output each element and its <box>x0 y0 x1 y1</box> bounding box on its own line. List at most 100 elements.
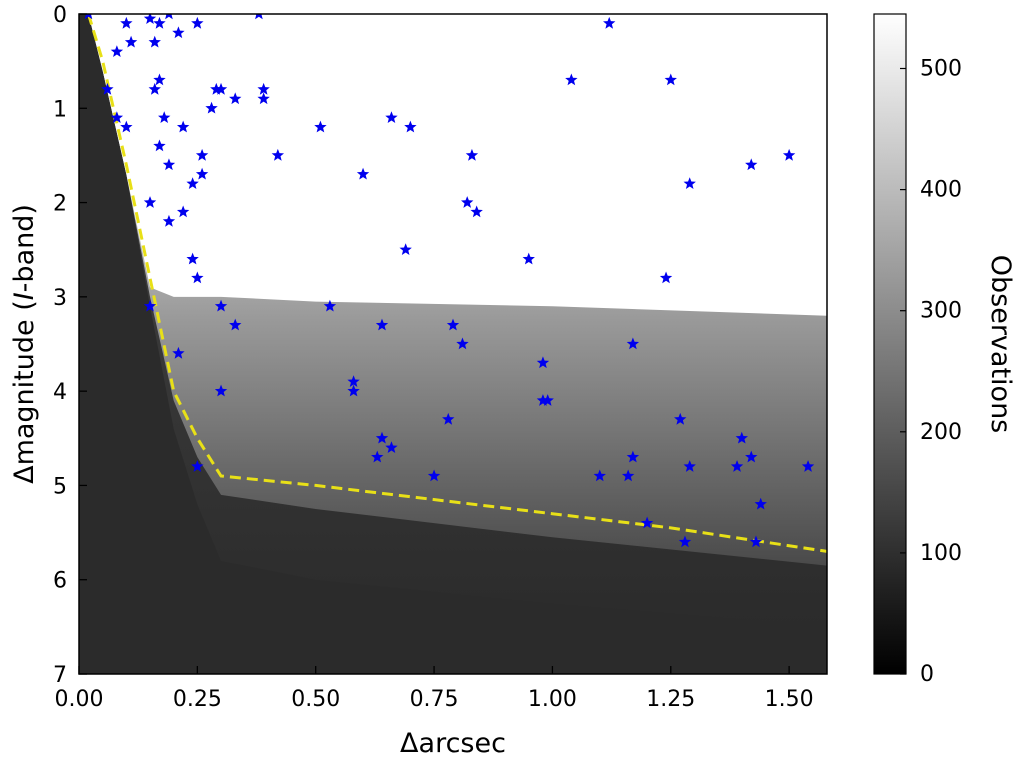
data-point <box>186 252 199 265</box>
data-point <box>162 214 176 227</box>
data-point <box>110 111 124 123</box>
colorbar-ticks: 0 100 200 300 400 500 <box>900 56 962 687</box>
y-tick-label: 5 <box>53 474 67 499</box>
x-tick-label: 0.00 <box>55 687 104 712</box>
data-point <box>176 205 190 218</box>
x-tick-label: 1.25 <box>646 687 695 712</box>
data-point <box>205 101 218 114</box>
data-point <box>683 460 696 472</box>
y-tick-label: 7 <box>53 663 67 688</box>
data-point <box>195 167 209 180</box>
data-point <box>522 252 535 265</box>
data-point <box>191 16 204 29</box>
data-point <box>186 177 199 189</box>
data-point <box>371 450 384 463</box>
y-tick-label: 6 <box>53 569 67 594</box>
data-point <box>257 92 270 105</box>
x-tick-label: 1.50 <box>765 687 814 712</box>
data-point <box>465 148 479 161</box>
colorbar-tick-label: 400 <box>920 178 962 203</box>
data-point <box>101 82 114 95</box>
data-point <box>375 318 389 331</box>
data-point <box>229 92 242 105</box>
colorbar: 0 100 200 300 400 500 Observations <box>873 13 1016 687</box>
y-axis-label: Δmagnitude (I-band) <box>9 204 40 484</box>
colorbar-tick-label: 100 <box>920 541 962 566</box>
data-point <box>172 346 185 359</box>
data-point <box>84 14 93 20</box>
data-point <box>735 431 748 444</box>
data-point <box>162 158 176 171</box>
data-point <box>314 120 327 133</box>
data-point <box>214 82 228 95</box>
data-point <box>541 394 554 406</box>
y-tick-label: 4 <box>53 380 67 405</box>
data-point <box>210 82 223 95</box>
data-point <box>110 45 124 57</box>
data-point <box>782 148 796 161</box>
data-point <box>214 299 228 312</box>
data-point <box>143 14 157 24</box>
data-point <box>536 356 550 369</box>
y-tick-label: 2 <box>53 192 67 217</box>
scatter-points <box>84 14 815 548</box>
data-point <box>745 450 758 463</box>
data-point <box>754 497 767 510</box>
data-point <box>153 16 166 29</box>
data-point <box>470 205 483 218</box>
data-point <box>730 460 744 472</box>
x-tick-label: 1.00 <box>528 687 577 712</box>
data-point <box>257 82 270 95</box>
y-tick-label: 1 <box>53 97 67 122</box>
data-point <box>158 111 171 123</box>
data-point <box>674 412 687 425</box>
data-point <box>143 196 157 208</box>
data-point <box>323 299 337 312</box>
colorbar-tick-label: 200 <box>920 420 962 445</box>
data-point <box>640 516 654 529</box>
colorbar-tick-label: 300 <box>920 299 962 324</box>
data-point <box>456 337 469 350</box>
data-point <box>148 82 161 95</box>
data-point <box>229 318 242 331</box>
data-point <box>664 73 677 86</box>
plot-area <box>79 14 827 674</box>
data-point <box>442 412 455 425</box>
data-point <box>153 139 166 152</box>
data-point <box>191 271 204 284</box>
data-point <box>536 394 550 406</box>
data-point <box>749 535 763 548</box>
data-point <box>678 535 692 548</box>
y-axis: 0 1 2 3 4 5 6 7 <box>53 3 87 688</box>
data-point <box>626 337 640 350</box>
colorbar-gradient <box>873 13 907 675</box>
data-point <box>621 469 635 482</box>
x-axis: 0.00 0.25 0.50 0.75 1.00 1.25 1.50 <box>55 666 814 712</box>
data-point <box>124 35 138 48</box>
data-point <box>427 469 441 482</box>
data-point <box>255 14 263 20</box>
y-tick-label: 0 <box>53 3 67 28</box>
x-tick-label: 0.25 <box>173 687 222 712</box>
colorbar-tick-label: 0 <box>920 662 934 687</box>
data-point <box>347 384 360 397</box>
x-tick-label: 0.50 <box>291 687 340 712</box>
data-point <box>446 318 460 331</box>
data-point <box>347 375 360 387</box>
y-tick-label: 3 <box>53 286 67 311</box>
data-point <box>603 16 616 29</box>
data-point <box>565 73 578 86</box>
data-point <box>404 120 417 133</box>
contrast-curve <box>87 14 827 553</box>
data-point <box>195 148 209 161</box>
data-point <box>120 16 133 29</box>
colorbar-tick-label: 500 <box>920 56 962 81</box>
plot-frame <box>78 13 828 675</box>
data-point <box>385 111 398 123</box>
data-point <box>271 148 285 161</box>
white-zone <box>88 14 827 316</box>
data-point <box>214 384 228 397</box>
data-point <box>172 26 185 39</box>
data-point <box>385 441 398 453</box>
